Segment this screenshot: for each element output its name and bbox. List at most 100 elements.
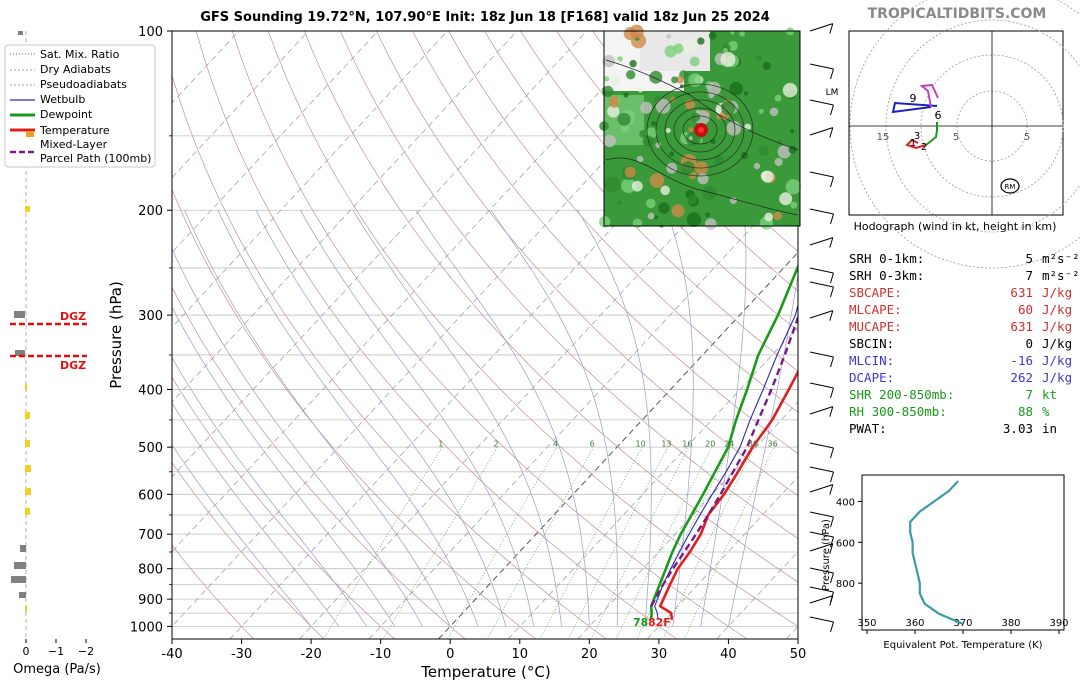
dry-adiabat xyxy=(172,74,607,639)
isotherm xyxy=(172,31,657,553)
mixing-ratio-line xyxy=(323,447,443,639)
wind-barb xyxy=(809,351,834,368)
dry-adiabat xyxy=(172,188,536,639)
pressure-tick-label: 500 xyxy=(138,441,163,456)
hodograph-height-label: 1 xyxy=(910,138,916,149)
dry-adiabat xyxy=(172,544,254,639)
pseudoadiabat xyxy=(665,210,694,627)
dry-adiabat xyxy=(520,31,798,332)
pressure-tick-label: 100 xyxy=(138,25,163,40)
index-value: 0 xyxy=(1025,336,1033,351)
dry-adiabat xyxy=(172,462,325,639)
hodograph-caption: Hodograph (wind in kt, height in km) xyxy=(854,220,1057,233)
hodograph-panel: 15 5 5 9 6 3 1 2 LM RM Hodograph (wind i… xyxy=(826,0,1080,269)
index-row: RH 300-850mb: 88% xyxy=(849,404,1050,419)
omega-panel: DGZ DGZ 0 −1 −2 Omega (Pa/s) xyxy=(10,31,101,677)
index-unit: J/kg xyxy=(1042,302,1072,317)
mixing-ratio-label: 2 xyxy=(494,440,499,449)
omega-tick-label: −2 xyxy=(78,645,94,658)
pseudoadiabat xyxy=(172,357,368,627)
pseudoadiabat xyxy=(172,444,312,627)
index-row: PWAT: 3.03 in xyxy=(849,421,1057,436)
mixing-ratio-label: 16 xyxy=(682,440,692,449)
index-label: SBCAPE: xyxy=(849,285,902,300)
index-value: 5 xyxy=(1025,251,1033,266)
dry-adiabat xyxy=(231,31,748,639)
theta-e-y-tick-label: 600 xyxy=(836,538,855,549)
index-value: -16 xyxy=(1010,353,1033,368)
skewt-frame xyxy=(171,30,799,640)
omega-ticks: 0 −1 −2 xyxy=(23,639,94,658)
theta-e-y-tick-label: 800 xyxy=(836,579,855,590)
index-unit: kt xyxy=(1042,387,1057,402)
temperature-tick-label: 40 xyxy=(720,647,737,662)
temperature-tick-label: -40 xyxy=(161,647,182,662)
mix-ratio-labels: 1 2 4 6 10 13 16 20 24 30 36 xyxy=(438,440,778,449)
skewt-traces xyxy=(649,263,798,620)
index-label: SRH 0-3km: xyxy=(849,268,924,283)
legend-parcel-path-line2: Parcel Path (100mb) xyxy=(40,152,151,165)
pseudoadiabat xyxy=(172,248,423,627)
index-label: PWAT: xyxy=(849,421,887,436)
wind-barb xyxy=(809,567,834,584)
mixing-ratio-label: 4 xyxy=(553,440,558,449)
index-label: SHR 200-850mb: xyxy=(849,387,954,402)
pseudoadiabat xyxy=(255,210,507,627)
pseudoadiabat xyxy=(700,210,747,627)
hodograph-trace-3-6km xyxy=(925,122,938,146)
mixing-ratio-line xyxy=(447,447,558,639)
pseudoadiabat xyxy=(577,210,652,627)
index-label: DCAPE: xyxy=(849,370,894,385)
skewt-x-axis-label: Temperature (°C) xyxy=(420,663,550,681)
hodograph-ring-label: 15 xyxy=(877,132,890,143)
pseudoadiabat xyxy=(184,210,451,627)
dry-adiabat xyxy=(448,31,798,413)
temperature-tick-label: -30 xyxy=(231,647,252,662)
chart-title: GFS Sounding 19.72°N, 107.90°E Init: 18z… xyxy=(200,10,770,25)
temperature-tick-label: 0 xyxy=(446,647,454,662)
pressure-tick-label: 700 xyxy=(138,528,163,543)
temperature-tick-label: 20 xyxy=(581,647,598,662)
pressure-tick-label: 400 xyxy=(138,383,163,398)
pseudoadiabat xyxy=(415,210,590,627)
wind-barb xyxy=(809,442,834,459)
parcel-path-trace xyxy=(650,313,798,607)
hodograph-trace-6-9km xyxy=(891,101,938,114)
legend-dewpoint: Dewpoint xyxy=(40,108,93,121)
dry-adiabat xyxy=(412,31,798,455)
index-label: MLCAPE: xyxy=(849,302,902,317)
wind-barb xyxy=(809,171,834,188)
temperature-trace xyxy=(658,369,798,620)
legend-dry-adiabats: Dry Adiabats xyxy=(40,63,111,76)
index-unit: J/kg xyxy=(1042,353,1072,368)
index-unit: J/kg xyxy=(1042,285,1072,300)
surface-temperature-label: 82F xyxy=(648,616,671,629)
dgz-top-label: DGZ xyxy=(60,310,86,323)
hodograph-ring-label: 5 xyxy=(953,132,959,143)
pressure-tick-label: 600 xyxy=(138,488,163,503)
pseudoadiabat xyxy=(172,402,340,627)
dgz-bottom-label: DGZ xyxy=(60,359,86,372)
pressure-tick-label: 200 xyxy=(138,204,163,219)
omega-axis-label: Omega (Pa/s) xyxy=(13,662,101,677)
index-label: MUCAPE: xyxy=(849,319,902,334)
wind-barb xyxy=(809,127,834,138)
wind-barb xyxy=(809,63,834,80)
hodograph-height-label: 2 xyxy=(921,142,927,153)
wind-barb xyxy=(809,281,834,298)
omega-tick-label: −1 xyxy=(48,645,64,658)
pressure-tick-label: 800 xyxy=(138,563,163,578)
pseudoadiabat xyxy=(172,306,395,627)
dry-adiabat xyxy=(339,31,798,539)
mixing-ratio-line xyxy=(382,447,498,639)
index-unit: in xyxy=(1042,421,1057,436)
isotherm xyxy=(438,251,798,639)
index-value: 631 xyxy=(1010,285,1033,300)
legend-pseudoadiabats: Pseudoadiabats xyxy=(40,78,127,91)
wind-barb xyxy=(809,237,834,248)
pressure-tick-label: 300 xyxy=(138,309,163,324)
legend-parcel-path: Mixed-Layer xyxy=(40,138,108,151)
index-value: 88 xyxy=(1018,404,1033,419)
index-unit: m²s⁻² xyxy=(1042,251,1080,266)
